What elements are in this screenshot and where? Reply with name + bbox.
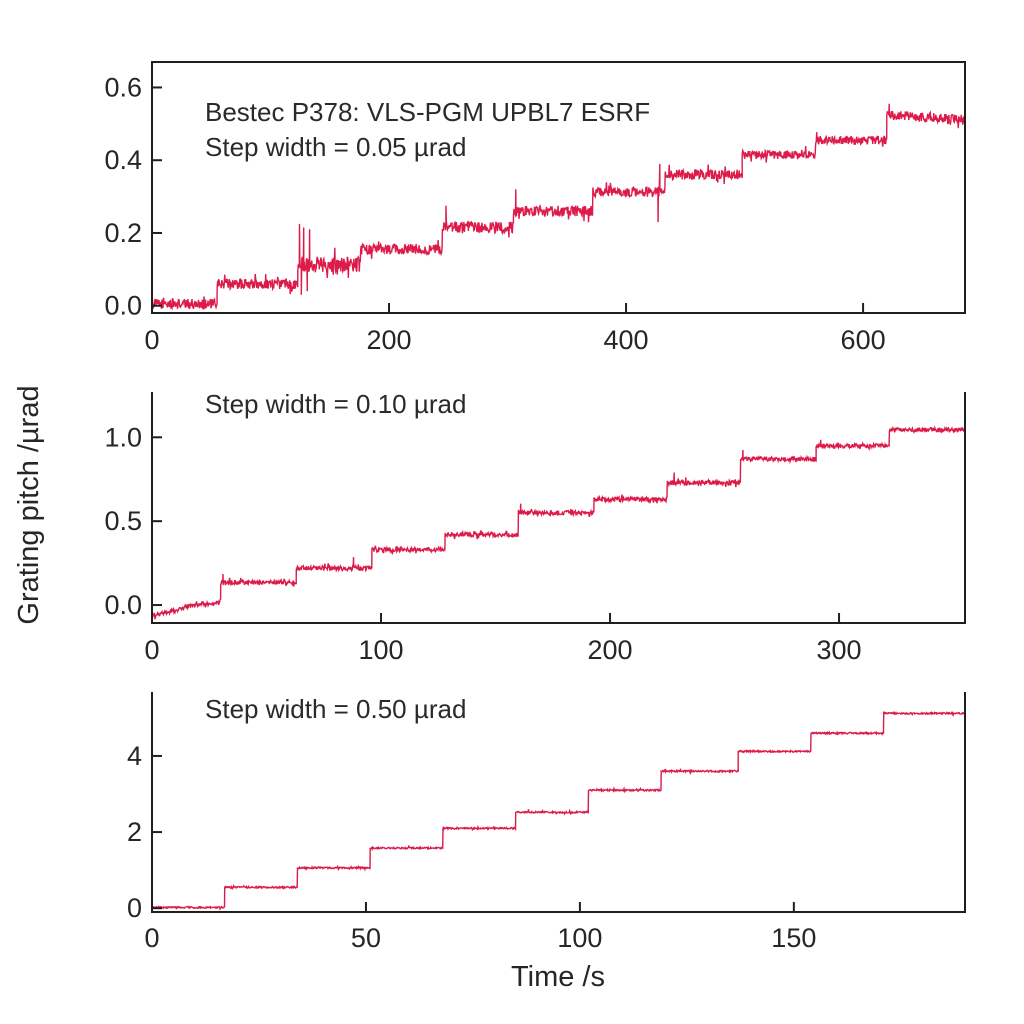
y-tick-label: 0.6	[104, 72, 142, 102]
step-trace	[151, 425, 966, 620]
x-tick-label: 150	[771, 923, 816, 953]
y-tick-label: 1.0	[104, 422, 142, 452]
panel-bottom: 0 50 100 150 0 2 4 Step width = 0.50 µrad	[127, 692, 966, 953]
panel-border	[151, 61, 966, 314]
x-tick-label: 600	[841, 325, 886, 355]
y-tick-label: 0.4	[104, 145, 142, 175]
panel-annotation: Step width = 0.10 µrad	[205, 389, 466, 419]
x-tick-label: 0	[144, 923, 159, 953]
panel-top: 0 200 400 600 0.0 0.2 0.4 0.6 Bestec P378: VLS-P…	[104, 61, 966, 355]
x-tick-label: 400	[604, 325, 649, 355]
panel-annotation: Bestec P378: VLS-PGM UPBL7 ESRF	[205, 97, 650, 127]
x-axis-label: Time /s	[511, 961, 605, 993]
panel-border	[151, 392, 966, 624]
panel-border	[151, 692, 966, 913]
x-tick-label: 300	[817, 635, 862, 665]
x-tick-label: 100	[358, 635, 403, 665]
y-tick-label: 2	[127, 817, 142, 847]
panel-annotation: Step width = 0.50 µrad	[205, 694, 466, 724]
y-tick-label: 0.2	[104, 218, 142, 248]
panel-annotation: Step width = 0.05 µrad	[205, 132, 466, 162]
y-tick-label: 0	[127, 893, 142, 923]
x-tick-label: 200	[366, 325, 411, 355]
y-axis-label: Grating pitch /µrad	[13, 385, 45, 624]
step-trace	[151, 710, 966, 911]
y-tick-label: 0.0	[104, 590, 142, 620]
panel-middle: 0 100 200 300 0.0 0.5 1.0 Step width = 0.10 µra…	[104, 389, 966, 665]
x-tick-label: 0	[144, 635, 159, 665]
step-trace	[151, 103, 966, 311]
y-tick-label: 0.5	[104, 506, 142, 536]
x-tick-label: 0	[144, 325, 159, 355]
x-tick-label: 50	[351, 923, 381, 953]
y-tick-label: 4	[127, 741, 142, 771]
x-tick-label: 200	[587, 635, 632, 665]
y-tick-label: 0.0	[104, 291, 142, 321]
x-tick-label: 100	[557, 923, 602, 953]
